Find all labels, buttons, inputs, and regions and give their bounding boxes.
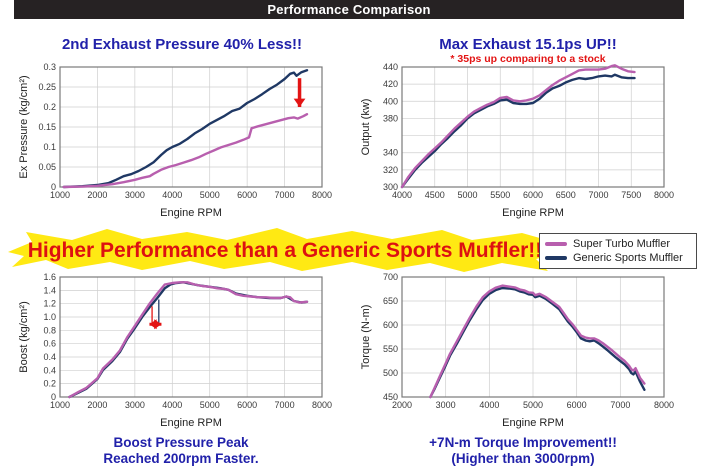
svg-text:5000: 5000 xyxy=(457,190,477,200)
svg-text:7000: 7000 xyxy=(275,400,295,410)
svg-text:5000: 5000 xyxy=(523,400,543,410)
torque-chart: 2000 3000 4000 5000 6000 7000 8000 450 500 550 600… xyxy=(360,272,674,429)
boost-chart: 1000 2000 3000 4000 5000 6000 7000 8000 0 0.2 0.4 0… xyxy=(18,272,332,429)
svg-text:320: 320 xyxy=(383,165,398,175)
svg-text:420: 420 xyxy=(383,79,398,89)
svg-text:1.0: 1.0 xyxy=(43,312,56,322)
svg-text:0.4: 0.4 xyxy=(43,352,56,362)
svg-text:Ex Pressure (kg/cm²): Ex Pressure (kg/cm²) xyxy=(18,75,30,178)
chart-title-ex-pressure: 2nd Exhaust Pressure 40% Less!! xyxy=(61,36,303,53)
banner-text: Higher Performance than a Generic Sports… xyxy=(27,239,543,262)
svg-text:1.2: 1.2 xyxy=(43,299,56,309)
banner: Higher Performance than a Generic Sports… xyxy=(2,226,568,276)
svg-text:440: 440 xyxy=(383,62,398,72)
svg-text:8000: 8000 xyxy=(654,190,674,200)
svg-text:5000: 5000 xyxy=(200,400,220,410)
svg-text:6000: 6000 xyxy=(237,400,257,410)
svg-text:600: 600 xyxy=(383,320,398,330)
legend-label-generic-sports: Generic Sports Muffler xyxy=(573,252,683,264)
svg-text:0.2: 0.2 xyxy=(43,379,56,389)
svg-text:0.25: 0.25 xyxy=(38,82,56,92)
starburst-shape xyxy=(8,228,562,272)
super-turbo-line-swatch xyxy=(545,242,567,246)
svg-text:2000: 2000 xyxy=(87,400,107,410)
svg-text:Engine RPM: Engine RPM xyxy=(160,417,222,429)
svg-text:700: 700 xyxy=(383,272,398,282)
svg-text:Engine RPM: Engine RPM xyxy=(160,207,222,219)
caption-torque-line1: +7N-m Torque Improvement!! xyxy=(429,435,617,450)
caption-boost: Boost Pressure Peak Reached 200rpm Faste… xyxy=(16,435,346,466)
svg-text:7000: 7000 xyxy=(588,190,608,200)
svg-text:2000: 2000 xyxy=(87,190,107,200)
svg-text:0.4: 0.4 xyxy=(43,365,56,375)
header-bar: Performance Comparison xyxy=(14,0,684,19)
svg-text:300: 300 xyxy=(383,182,398,192)
svg-text:4500: 4500 xyxy=(425,190,445,200)
svg-text:4000: 4000 xyxy=(479,400,499,410)
svg-text:340: 340 xyxy=(383,148,398,158)
caption-torque-line2: (Higher than 3000rpm) xyxy=(451,450,595,466)
svg-text:4000: 4000 xyxy=(392,190,412,200)
svg-text:0: 0 xyxy=(51,182,56,192)
ex-pressure-chart: 1000 2000 3000 4000 5000 6000 7000 8000 0 0.05 0.1… xyxy=(18,62,332,219)
svg-text:0.6: 0.6 xyxy=(43,339,56,349)
legend-box: Super Turbo Muffler Generic Sports Muffl… xyxy=(539,233,697,269)
legend-item-super-turbo: Super Turbo Muffler xyxy=(545,237,691,251)
chart-subtitle-output: * 35ps up comparing to a stock xyxy=(450,53,606,65)
page-title: Performance Comparison xyxy=(267,2,431,17)
svg-text:4000: 4000 xyxy=(162,190,182,200)
svg-text:1000: 1000 xyxy=(50,190,70,200)
svg-text:0.05: 0.05 xyxy=(38,162,56,172)
svg-text:Boost (kg/cm²): Boost (kg/cm²) xyxy=(18,301,30,373)
svg-text:4000: 4000 xyxy=(162,400,182,410)
svg-text:6000: 6000 xyxy=(237,190,257,200)
svg-text:500: 500 xyxy=(383,368,398,378)
svg-text:1000: 1000 xyxy=(50,400,70,410)
legend-label-super-turbo: Super Turbo Muffler xyxy=(573,238,671,250)
svg-text:550: 550 xyxy=(383,344,398,354)
svg-text:8000: 8000 xyxy=(654,400,674,410)
svg-text:650: 650 xyxy=(383,296,398,306)
svg-text:3000: 3000 xyxy=(436,400,456,410)
svg-text:5500: 5500 xyxy=(490,190,510,200)
svg-text:1.6: 1.6 xyxy=(43,272,56,282)
svg-text:400: 400 xyxy=(383,96,398,106)
svg-text:Output (kw): Output (kw) xyxy=(360,99,372,156)
svg-text:0.3: 0.3 xyxy=(43,62,56,72)
svg-text:7500: 7500 xyxy=(621,190,641,200)
svg-text:380: 380 xyxy=(383,113,398,123)
svg-text:5000: 5000 xyxy=(200,190,220,200)
svg-text:450: 450 xyxy=(383,392,398,402)
caption-torque: +7N-m Torque Improvement!! (Higher than … xyxy=(358,435,688,466)
starburst-polygon xyxy=(8,228,562,272)
legend-item-generic-sports: Generic Sports Muffler xyxy=(545,251,691,265)
svg-text:7000: 7000 xyxy=(275,190,295,200)
svg-text:Engine RPM: Engine RPM xyxy=(502,417,564,429)
svg-text:8000: 8000 xyxy=(312,400,332,410)
svg-text:0.2: 0.2 xyxy=(43,102,56,112)
svg-text:6500: 6500 xyxy=(556,190,576,200)
svg-text:3000: 3000 xyxy=(125,400,145,410)
svg-text:6000: 6000 xyxy=(523,190,543,200)
output-chart: 4000 4500 5000 5500 6000 6500 7000 7500 8000 300 3… xyxy=(360,62,674,219)
svg-text:Torque (N-m): Torque (N-m) xyxy=(360,305,372,370)
caption-boost-line2: Reached 200rpm Faster. xyxy=(103,450,259,466)
svg-text:Engine RPM: Engine RPM xyxy=(502,207,564,219)
svg-text:3000: 3000 xyxy=(125,190,145,200)
svg-text:0.15: 0.15 xyxy=(38,122,56,132)
svg-text:0.1: 0.1 xyxy=(43,142,56,152)
svg-text:7000: 7000 xyxy=(610,400,630,410)
chart-title-output: Max Exhaust 15.1ps UP!! xyxy=(439,36,617,53)
svg-text:0: 0 xyxy=(51,392,56,402)
svg-text:2000: 2000 xyxy=(392,400,412,410)
svg-text:8000: 8000 xyxy=(312,190,332,200)
generic-sports-line-swatch xyxy=(545,256,567,260)
svg-text:6000: 6000 xyxy=(567,400,587,410)
caption-boost-line1: Boost Pressure Peak xyxy=(113,435,249,450)
svg-text:1.4: 1.4 xyxy=(43,285,56,295)
svg-text:0.8: 0.8 xyxy=(43,325,56,335)
